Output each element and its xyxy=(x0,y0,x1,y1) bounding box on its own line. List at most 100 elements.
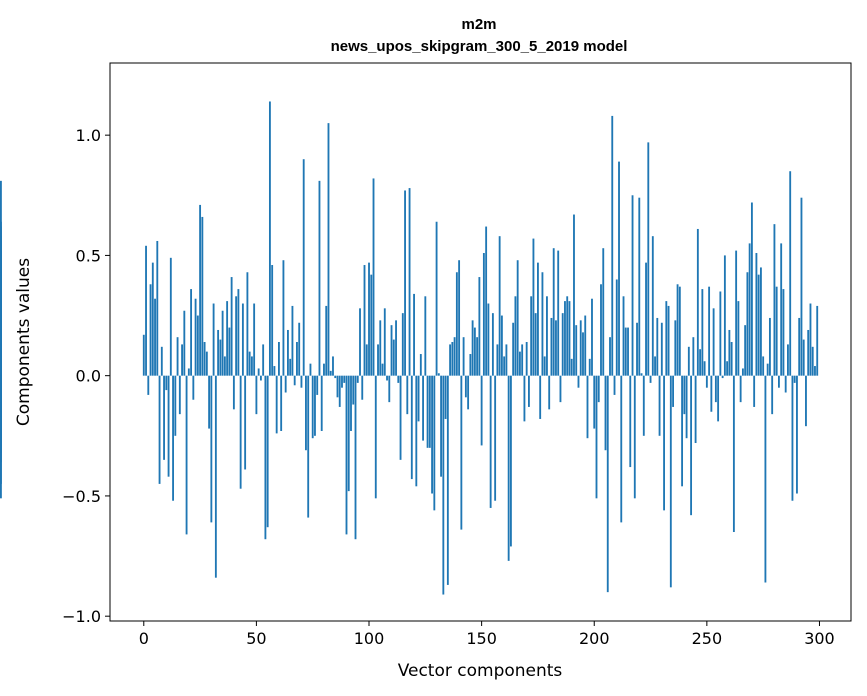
bar-component-103 xyxy=(374,375,377,499)
bar-component-170 xyxy=(525,342,528,376)
bar-component-15 xyxy=(176,337,179,376)
bar-component-252 xyxy=(710,375,713,412)
bar-component-20 xyxy=(187,368,190,376)
bar-component-63 xyxy=(284,375,287,393)
bar-component-153 xyxy=(487,303,490,376)
bar-component-134 xyxy=(444,375,447,419)
bar-component-209 xyxy=(613,375,616,395)
bar-component-129 xyxy=(433,375,436,511)
bar-component-66 xyxy=(291,305,294,376)
bar-component-272 xyxy=(755,253,758,376)
bar-component-295 xyxy=(807,329,810,376)
bar-component-58 xyxy=(273,366,276,376)
bar-component-214 xyxy=(624,327,627,376)
bar-component-37 xyxy=(226,301,229,376)
bar-component-263 xyxy=(735,250,738,376)
bar-component-299 xyxy=(816,305,819,376)
bar-component-39 xyxy=(230,277,233,376)
bar-component-87 xyxy=(338,375,341,407)
bar-component-260 xyxy=(728,329,731,376)
bar-component-4 xyxy=(151,262,154,376)
bar-component-75 xyxy=(311,375,314,439)
bar-component-231 xyxy=(663,375,665,511)
bar-component-43 xyxy=(239,375,242,489)
bar-component-278 xyxy=(768,317,771,376)
bar-component-280 xyxy=(773,224,776,376)
bar-component-242 xyxy=(687,346,690,376)
bar-component-133 xyxy=(442,375,445,595)
bar-component-183 xyxy=(555,320,557,376)
bar-component-55 xyxy=(266,375,269,528)
bar-component-298 xyxy=(814,366,816,376)
bar-component-256 xyxy=(719,291,722,376)
bar-component-202 xyxy=(597,375,600,403)
bar-component-41 xyxy=(235,296,238,376)
bar-component-6 xyxy=(156,240,159,376)
bar-component-270 xyxy=(750,202,753,376)
bar-component-199 xyxy=(591,298,593,376)
bar-component-294 xyxy=(805,375,807,427)
bar-component-156 xyxy=(494,375,497,501)
bar-component-32 xyxy=(214,375,217,578)
bar-component-46 xyxy=(246,272,249,376)
bar-component-240 xyxy=(683,375,686,415)
bar-component-243 xyxy=(690,375,693,516)
bar-component-219 xyxy=(636,322,638,376)
bar-component-108 xyxy=(386,375,388,381)
bar-component-110 xyxy=(390,325,393,376)
bar-component-98 xyxy=(363,265,366,376)
bar-component-276 xyxy=(764,375,767,583)
bar-component-72 xyxy=(305,375,307,451)
bar-component-208 xyxy=(611,115,614,376)
bar-component-138 xyxy=(453,337,456,376)
bar-component-14 xyxy=(174,375,177,436)
bar-component-224 xyxy=(647,142,650,376)
bar-component-124 xyxy=(422,375,424,441)
bar-component-29 xyxy=(208,375,211,429)
x-tick-label: 0 xyxy=(139,629,149,648)
bar-component-107 xyxy=(383,308,386,376)
bar-component-180 xyxy=(548,375,551,410)
bar-component-86 xyxy=(336,375,339,398)
bar-component-151 xyxy=(482,253,485,376)
bar-component-114 xyxy=(399,375,402,460)
bar-component-57 xyxy=(271,265,274,376)
bar-component-248 xyxy=(701,289,704,376)
bar-component-118 xyxy=(408,188,411,376)
bar-component-127 xyxy=(428,375,431,448)
y-tick-label: 1.0 xyxy=(76,126,101,145)
bar-component-161 xyxy=(505,344,508,376)
bar-component-164 xyxy=(512,322,515,376)
bar-component-116 xyxy=(404,190,406,376)
x-tick-label: 200 xyxy=(579,629,610,648)
x-tick-label: 50 xyxy=(246,629,266,648)
bar-component-28 xyxy=(205,351,208,376)
bar-component-8 xyxy=(160,346,163,376)
bar-component-184 xyxy=(557,250,560,376)
bar-component-13 xyxy=(172,375,174,501)
bar-component-105 xyxy=(379,320,382,376)
bar-component-148 xyxy=(476,337,479,376)
bar-component-171 xyxy=(528,375,530,407)
bar-component-11 xyxy=(167,375,170,477)
bar-component-296 xyxy=(809,303,812,376)
bar-component-258 xyxy=(723,255,726,376)
bar-component-203 xyxy=(600,284,602,376)
x-tick-label: 100 xyxy=(354,629,385,648)
bar-component-120 xyxy=(413,293,415,376)
bar-component-186 xyxy=(561,313,564,376)
bar-component-175 xyxy=(537,262,539,376)
bar-component-217 xyxy=(631,195,634,376)
bar-component-204 xyxy=(602,248,605,376)
bar-component-247 xyxy=(699,349,702,376)
bar-component-121 xyxy=(415,375,418,487)
bar-component-178 xyxy=(543,356,546,376)
bar-component-179 xyxy=(546,296,548,376)
bar-component-88 xyxy=(341,375,343,388)
bar-component-230 xyxy=(660,322,663,376)
bar-component-185 xyxy=(559,375,562,403)
bar-component-83 xyxy=(329,370,332,376)
bar-component-94 xyxy=(354,375,357,540)
bar-component-19 xyxy=(185,375,188,535)
